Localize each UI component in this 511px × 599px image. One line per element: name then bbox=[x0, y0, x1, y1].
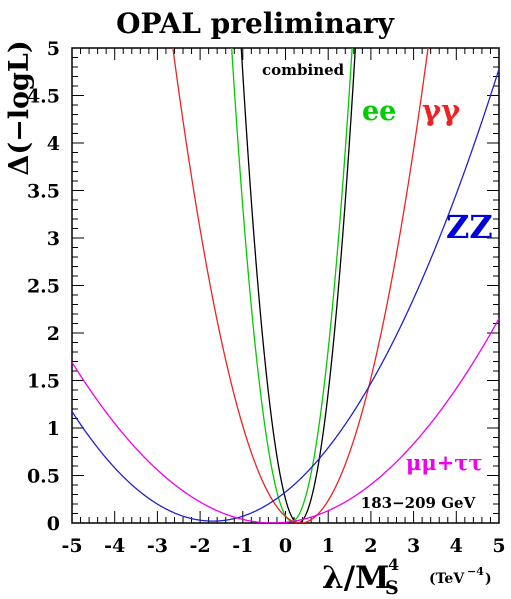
x-tick-label: -1 bbox=[232, 535, 253, 557]
series-labels: combined ee γγ ZZ μμ+ττ bbox=[262, 61, 493, 475]
y-tick-label: 4.5 bbox=[27, 86, 60, 108]
y-tick-label: 2.5 bbox=[27, 276, 60, 298]
x-axis-units-exponent: −4 bbox=[467, 565, 484, 578]
annotation-energy-range: 183−209 GeV bbox=[361, 494, 476, 512]
x-axis-label-sup: 4 bbox=[388, 555, 399, 574]
x-tick-labels: -5 -4 -3 -2 -1 0 1 2 3 4 5 bbox=[61, 535, 505, 557]
y-tick-label: 1 bbox=[47, 418, 60, 440]
x-tick-label: -4 bbox=[104, 535, 125, 557]
y-tick-label: 5 bbox=[47, 38, 60, 60]
series-curves bbox=[72, 48, 499, 523]
series-line bbox=[240, 48, 357, 523]
series-label: ZZ bbox=[446, 208, 493, 246]
x-tick-label: 1 bbox=[322, 535, 335, 557]
y-tick-label: 3 bbox=[47, 228, 60, 250]
y-tick-label: 4 bbox=[47, 133, 60, 155]
series-line bbox=[72, 68, 499, 522]
x-tick-label: -5 bbox=[61, 535, 82, 557]
chart-title: OPAL preliminary bbox=[116, 7, 395, 40]
series-label: μμ+ττ bbox=[406, 450, 483, 475]
x-tick-label: 3 bbox=[407, 535, 420, 557]
x-tick-label: 2 bbox=[364, 535, 377, 557]
x-axis-units-close: ) bbox=[485, 571, 492, 587]
y-axis-label: Δ(−logL) bbox=[4, 40, 35, 175]
y-tick-label: 3.5 bbox=[27, 181, 60, 203]
x-tick-label: 0 bbox=[279, 535, 292, 557]
x-axis-label: λ/M S 4 (TeV −4 ) bbox=[322, 555, 492, 599]
x-axis-units: (TeV bbox=[429, 571, 465, 587]
series-line bbox=[172, 48, 429, 523]
y-tick-labels: 0 0.5 1 1.5 2 2.5 3 3.5 4 4.5 5 bbox=[27, 38, 60, 535]
series-label: ee bbox=[362, 96, 396, 127]
x-tick-label: 4 bbox=[450, 535, 463, 557]
x-axis-label-main: λ/M bbox=[322, 560, 389, 596]
axis-ticks bbox=[71, 47, 500, 524]
x-tick-label: 5 bbox=[492, 535, 505, 557]
series-label: γγ bbox=[422, 93, 461, 127]
x-tick-label: -3 bbox=[147, 535, 168, 557]
series-line bbox=[72, 318, 499, 523]
series-label: combined bbox=[262, 61, 345, 79]
y-tick-label: 1.5 bbox=[27, 371, 60, 393]
x-tick-label: -2 bbox=[190, 535, 211, 557]
y-tick-label: 0 bbox=[47, 513, 60, 535]
x-axis-label-sub: S bbox=[385, 577, 399, 599]
y-tick-label: 2 bbox=[47, 323, 60, 345]
y-tick-label: 0.5 bbox=[27, 466, 60, 488]
